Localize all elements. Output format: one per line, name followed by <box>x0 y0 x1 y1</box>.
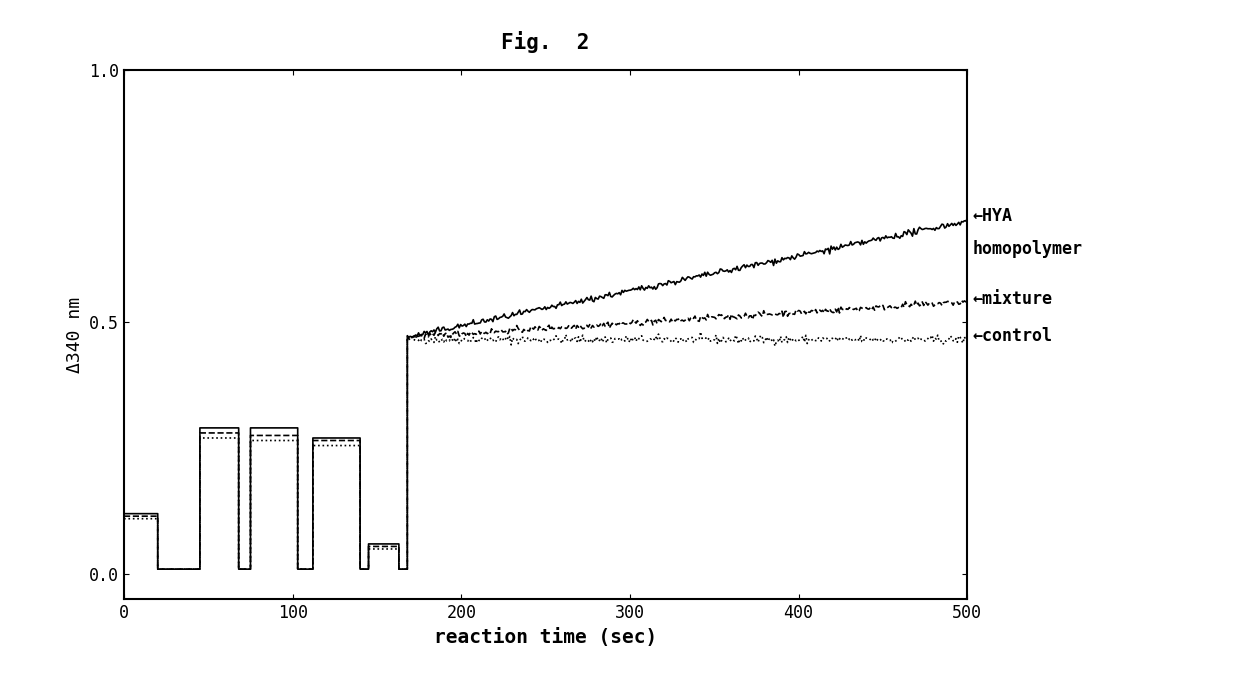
Text: ←HYA: ←HYA <box>972 207 1012 225</box>
Text: homopolymer: homopolymer <box>972 240 1083 258</box>
Text: ←control: ←control <box>972 327 1053 345</box>
Y-axis label: Δ340 nm: Δ340 nm <box>66 296 83 373</box>
Title: Fig.  2: Fig. 2 <box>501 31 590 53</box>
X-axis label: reaction time (sec): reaction time (sec) <box>434 628 657 647</box>
Text: ←mixture: ←mixture <box>972 290 1053 308</box>
